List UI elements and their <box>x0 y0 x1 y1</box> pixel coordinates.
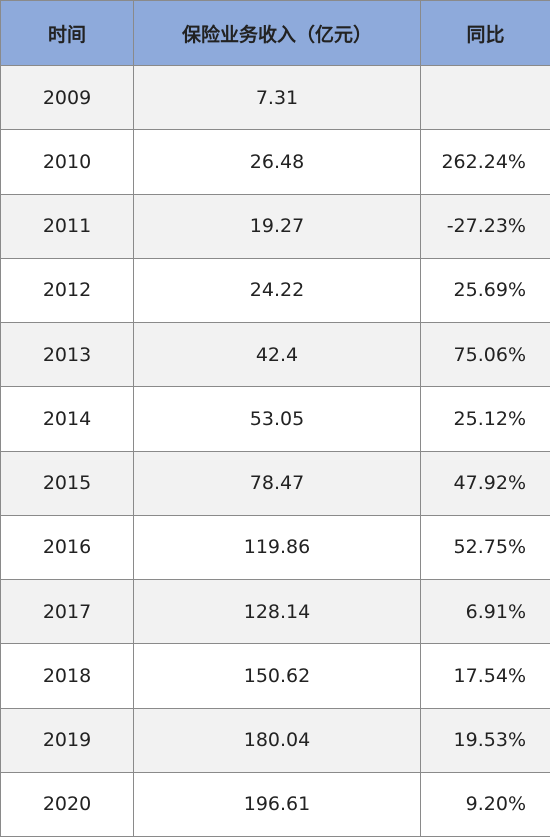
table-cell: 42.4 <box>133 321 421 388</box>
table-cell <box>420 64 550 131</box>
header-cell: 保险业务收入（亿元） <box>133 0 421 66</box>
table-row: 2018 150.62 17.54% <box>0 643 550 709</box>
table-row: 2013 42.4 75.06% <box>0 321 550 388</box>
table-row: 2011 19.27 -27.23% <box>0 193 550 259</box>
table-cell: -27.23% <box>420 193 550 259</box>
table-row: 2016 119.86 52.75% <box>0 514 550 581</box>
table-row: 2010 26.48 262.24% <box>0 129 550 195</box>
table-cell: 2017 <box>0 578 134 645</box>
table-cell: 150.62 <box>133 643 421 709</box>
table-cell: 19.53% <box>420 707 550 773</box>
table-row: 2019 180.04 19.53% <box>0 707 550 773</box>
table-row: 2012 24.22 25.69% <box>0 257 550 324</box>
table-cell: 2018 <box>0 643 134 709</box>
table-row: 2020 196.61 9.20% <box>0 771 550 837</box>
table-cell: 196.61 <box>133 771 421 837</box>
table-cell: 2009 <box>0 64 134 131</box>
table-cell: 53.05 <box>133 386 421 452</box>
table-cell: 25.12% <box>420 386 550 452</box>
table-cell: 78.47 <box>133 450 421 516</box>
table-cell: 2011 <box>0 193 134 259</box>
table-cell: 180.04 <box>133 707 421 773</box>
table-cell: 7.31 <box>133 64 421 131</box>
table-row: 2017 128.14 6.91% <box>0 578 550 645</box>
table-cell: 262.24% <box>420 129 550 195</box>
table-cell: 47.92% <box>420 450 550 516</box>
table-cell: 2015 <box>0 450 134 516</box>
table-header: 时间 保险业务收入（亿元） 同比 <box>0 0 550 66</box>
table-cell: 2010 <box>0 129 134 195</box>
table-row: 2015 78.47 47.92% <box>0 450 550 516</box>
header-row: 时间 保险业务收入（亿元） 同比 <box>0 0 550 66</box>
table-cell: 6.91% <box>420 578 550 645</box>
table-cell: 2013 <box>0 321 134 388</box>
table-cell: 26.48 <box>133 129 421 195</box>
header-cell: 时间 <box>0 0 134 66</box>
table-row: 2009 7.31 <box>0 64 550 131</box>
table-cell: 24.22 <box>133 257 421 324</box>
table-row: 2014 53.05 25.12% <box>0 386 550 452</box>
table-cell: 9.20% <box>420 771 550 837</box>
table-cell: 119.86 <box>133 514 421 581</box>
table-cell: 2019 <box>0 707 134 773</box>
table-cell: 17.54% <box>420 643 550 709</box>
table-cell: 52.75% <box>420 514 550 581</box>
table-cell: 19.27 <box>133 193 421 259</box>
table-cell: 2020 <box>0 771 134 837</box>
header-cell: 同比 <box>420 0 550 66</box>
table-cell: 128.14 <box>133 578 421 645</box>
table-cell: 2012 <box>0 257 134 324</box>
table-cell: 25.69% <box>420 257 550 324</box>
table-cell: 2014 <box>0 386 134 452</box>
table-cell: 75.06% <box>420 321 550 388</box>
table-cell: 2016 <box>0 514 134 581</box>
table-body: 2009 7.31 2010 26.48 262.24% 2011 19.27 -27.23%… <box>0 64 550 837</box>
